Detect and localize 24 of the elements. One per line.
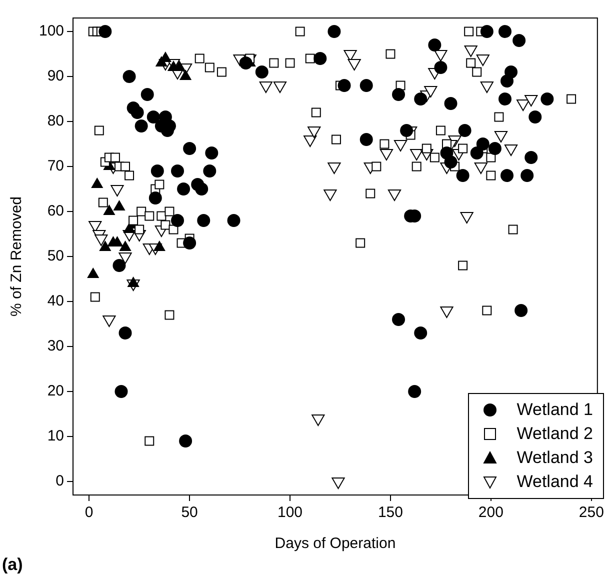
y-tick-label: 10 xyxy=(47,428,64,445)
y-tick-label: 30 xyxy=(47,338,64,355)
x-tick-label: 50 xyxy=(181,504,198,522)
legend-label: Wetland 2 xyxy=(516,423,593,445)
x-tick-label: 0 xyxy=(84,504,94,522)
text: (a) xyxy=(2,555,23,575)
legend-label: Wetland 1 xyxy=(516,399,593,421)
x-tick-label: 250 xyxy=(578,504,604,522)
y-tick-label: 50 xyxy=(47,248,64,265)
y-tick-label: 100 xyxy=(38,22,64,40)
y-tick-label: 90 xyxy=(47,68,64,85)
x-tick-label: 200 xyxy=(478,504,504,522)
legend-label: Wetland 4 xyxy=(516,471,593,493)
y-axis-title: % of Zn Removed xyxy=(8,196,26,317)
legend-label: Wetland 3 xyxy=(516,447,593,469)
y-tick-label: 20 xyxy=(47,382,64,400)
y-tick-label: 80 xyxy=(47,112,64,130)
x-axis-title: Days of Operation xyxy=(274,535,396,552)
y-tick-label: 0 xyxy=(56,472,64,490)
x-tick-label: 150 xyxy=(378,504,403,522)
y-tick-label: 40 xyxy=(47,292,64,310)
y-tick-label: 70 xyxy=(47,158,64,175)
y-tick-label: 60 xyxy=(47,202,64,220)
x-tick-label: 100 xyxy=(278,504,303,522)
